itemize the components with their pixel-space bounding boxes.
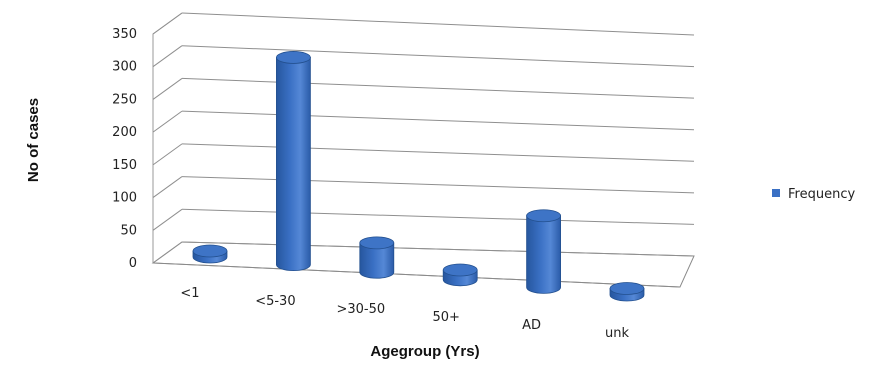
y-tick-label: 200 xyxy=(112,125,137,140)
bar-body xyxy=(276,57,311,271)
y-tick-label: 0 xyxy=(129,256,137,271)
bar-top xyxy=(359,236,395,250)
side-gridline xyxy=(152,143,183,166)
bar xyxy=(192,244,228,264)
x-tick-label: unk xyxy=(605,326,629,341)
x-tick-label: >30-50 xyxy=(336,302,385,317)
legend-label: Frequency xyxy=(788,187,855,202)
side-gridline xyxy=(152,12,183,35)
bar-top xyxy=(275,51,311,64)
chart-walls xyxy=(151,12,695,288)
x-tick-label: AD xyxy=(522,318,541,333)
gridline xyxy=(181,12,695,36)
gridline xyxy=(181,110,695,131)
side-gridline xyxy=(152,110,183,133)
x-tick-label: 50+ xyxy=(432,310,459,325)
floor-front-edge xyxy=(152,262,681,288)
x-tick-label: <1 xyxy=(180,286,199,301)
y-tick-label: 250 xyxy=(112,92,137,107)
side-gridline xyxy=(152,78,183,100)
legend-swatch xyxy=(772,189,780,197)
side-gridline xyxy=(152,208,183,231)
gridline xyxy=(181,208,695,225)
side-gridline xyxy=(152,241,183,264)
bar-top xyxy=(192,244,228,258)
gridline xyxy=(181,241,695,257)
side-wall xyxy=(152,12,183,263)
x-tick-label: <5-30 xyxy=(255,294,295,309)
bar-body xyxy=(359,242,395,279)
x-axis-ticks: <1 <5-30 >30-50 50+ AD unk xyxy=(180,286,629,341)
gridline xyxy=(181,143,695,162)
bar-top xyxy=(442,263,478,277)
gridline xyxy=(181,77,695,99)
y-tick-label: 300 xyxy=(112,60,137,75)
y-axis-title: No of cases xyxy=(25,98,42,182)
legend: Frequency xyxy=(772,187,855,202)
bar xyxy=(359,236,395,279)
x-axis-title: Agegroup (Yrs) xyxy=(370,343,479,360)
side-gridline xyxy=(152,45,183,68)
bar xyxy=(609,282,645,302)
bars xyxy=(192,51,645,302)
bar-top xyxy=(609,282,645,295)
bar xyxy=(442,263,478,287)
gridline xyxy=(181,176,695,194)
bar xyxy=(526,209,561,294)
gridlines xyxy=(152,12,695,264)
y-tick-label: 50 xyxy=(120,223,137,238)
y-tick-label: 350 xyxy=(112,27,137,42)
y-axis-ticks: 0 50 100 150 200 250 300 350 xyxy=(112,27,137,271)
bar xyxy=(275,51,311,271)
bar-top xyxy=(526,209,561,223)
bar-body xyxy=(526,215,561,294)
side-gridline xyxy=(152,176,183,198)
y-tick-label: 150 xyxy=(112,158,137,173)
y-tick-label: 100 xyxy=(112,191,137,206)
gridline xyxy=(181,45,695,68)
